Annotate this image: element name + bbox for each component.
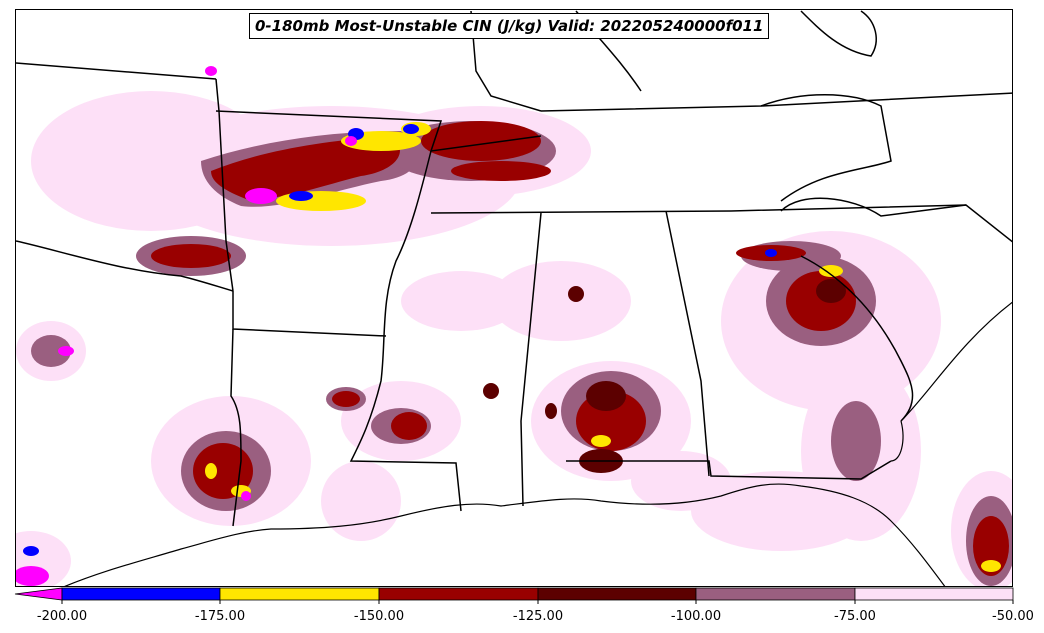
map-title: 0-180mb Most-Unstable CIN (J/kg) Valid: … <box>249 13 770 39</box>
colorbar-ticks <box>61 600 1014 604</box>
colorbar-bin <box>61 587 221 601</box>
colorbar-tick-label: -125.00 <box>512 609 564 624</box>
colorbar-tick-label: -75.00 <box>834 609 876 624</box>
colorbar-bin <box>695 587 856 601</box>
colorbar-tick-label: -150.00 <box>353 609 405 624</box>
colorbar-tick-label: -100.00 <box>670 609 722 624</box>
colorbar-bin <box>219 587 380 601</box>
coastline <box>64 301 1012 586</box>
colorbar-tick-label: -175.00 <box>194 609 246 624</box>
cin-shading <box>16 66 1012 586</box>
colorbar-bin <box>537 587 697 601</box>
colorbar-bin <box>854 587 1014 601</box>
map-frame <box>15 9 1013 587</box>
state-boundaries <box>16 10 1012 527</box>
map-canvas <box>16 10 1012 586</box>
colorbar-bins <box>14 587 1014 601</box>
colorbar <box>14 587 1014 604</box>
colorbar-tick-label: -50.00 <box>992 609 1034 624</box>
colorbar-tick-label: -200.00 <box>36 609 88 624</box>
colorbar-bin <box>378 587 539 601</box>
colorbar-bin <box>14 587 63 601</box>
